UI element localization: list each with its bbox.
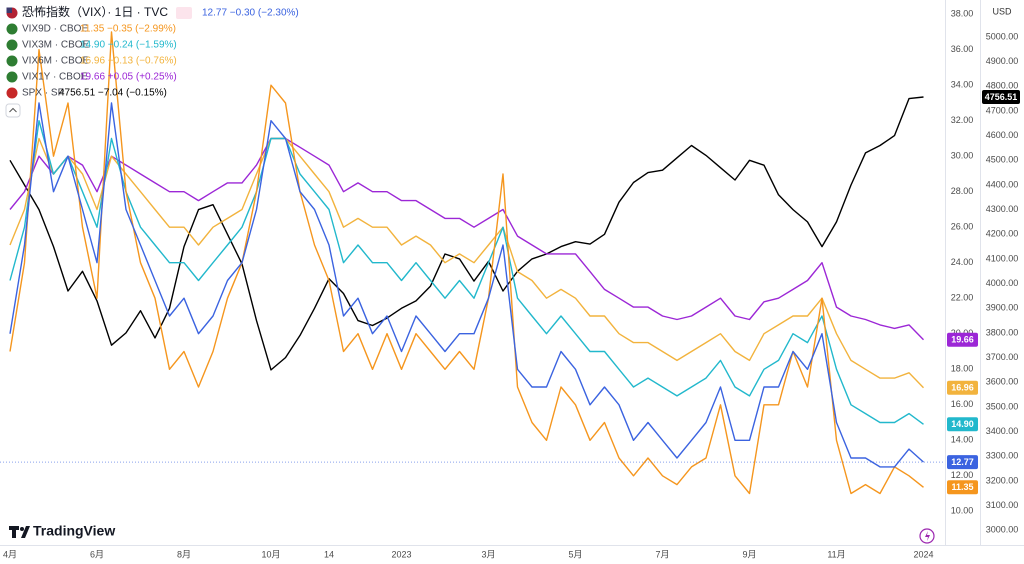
- last-value-label: 4756.51: [985, 92, 1018, 102]
- y2-tick-label: 4700.00: [986, 105, 1019, 115]
- y-tick-label: 30.00: [951, 151, 974, 161]
- last-value-label: 16.96: [951, 383, 974, 393]
- currency-label[interactable]: USD: [992, 6, 1012, 16]
- x-tick-label: 2024: [913, 549, 933, 559]
- y2-tick-label: 3000.00: [986, 525, 1019, 535]
- y-tick-label: 28.00: [951, 186, 974, 196]
- last-value-tag: [982, 90, 1020, 105]
- y2-tick-label: 3100.00: [986, 500, 1019, 510]
- x-tick-label: 3月: [481, 549, 495, 559]
- last-value-tag: [947, 480, 978, 495]
- y-tick-label: 14.00: [951, 435, 974, 445]
- legend-icon: [6, 23, 18, 35]
- x-tick-label: 14: [324, 549, 334, 559]
- legend-quote: 16.96 −0.13 (−0.76%): [80, 56, 177, 67]
- series-line: [9, 137, 925, 389]
- series-line: [9, 96, 924, 371]
- legend-name[interactable]: VIX1Y · CBOE: [22, 72, 88, 83]
- y-tick-label: 12.00: [951, 470, 974, 480]
- last-value-label: 12.77: [951, 457, 974, 467]
- y2-tick-label: 3600.00: [986, 377, 1019, 387]
- last-value-label: 19.66: [951, 335, 974, 345]
- legend-name[interactable]: 恐怖指数（VIX）· 1日 · TVC: [22, 4, 168, 19]
- y-tick-label: 26.00: [951, 222, 974, 232]
- y2-tick-label: 4000.00: [986, 278, 1019, 288]
- y2-tick-label: 4200.00: [986, 229, 1019, 239]
- x-tick-label: 11月: [827, 549, 845, 559]
- legend-name[interactable]: SPX · SP: [22, 88, 65, 99]
- legend-name[interactable]: VIX3M · CBOE: [22, 40, 90, 51]
- x-tick-label: 4月: [3, 549, 17, 559]
- x-tick-label: 8月: [177, 549, 191, 559]
- y-tick-label: 22.00: [951, 293, 974, 303]
- legend-name[interactable]: VIX6M · CBOE: [22, 56, 90, 67]
- legend-quote: 14.90 −0.24 (−1.59%): [80, 40, 177, 51]
- y2-tick-label: 5000.00: [986, 31, 1019, 41]
- series-line: [9, 31, 924, 495]
- y-tick-label: 16.00: [951, 399, 974, 409]
- legend-icon: [6, 71, 18, 83]
- y2-tick-label: 4100.00: [986, 253, 1019, 263]
- collapse-button[interactable]: [5, 103, 21, 118]
- series-line: [9, 137, 925, 341]
- legend-quote: 11.35 −0.35 (−2.99%): [80, 24, 176, 35]
- y-tick-label: 34.00: [951, 80, 974, 90]
- y2-tick-label: 3700.00: [986, 352, 1019, 362]
- last-value-tag: [947, 380, 978, 395]
- last-value-tag: [947, 417, 978, 432]
- y2-tick-label: 4300.00: [986, 204, 1019, 214]
- last-value-tag: [947, 455, 978, 470]
- y2-tick-label: 3400.00: [986, 426, 1019, 436]
- logo-dot: [20, 527, 24, 531]
- y-tick-label: 32.00: [951, 115, 974, 125]
- legend-quote: 19.66 +0.05 (+0.25%): [80, 72, 177, 83]
- last-value-label: 11.35: [951, 482, 973, 492]
- y2-tick-label: 3200.00: [986, 475, 1019, 485]
- y2-tick-label: 3300.00: [986, 451, 1019, 461]
- plot: [9, 31, 925, 495]
- x-tick-label: 2023: [391, 549, 411, 559]
- legend-icon: [6, 55, 18, 67]
- y-tick-label: 36.00: [951, 44, 974, 54]
- x-tick-label: 7月: [655, 549, 669, 559]
- series-line: [9, 102, 924, 468]
- y-tick-label: 38.00: [951, 9, 974, 19]
- x-tick-label: 10月: [261, 549, 280, 559]
- legend-button[interactable]: [176, 7, 192, 19]
- legend-quote: 4756.51 −7.04 (−0.15%): [59, 88, 167, 99]
- x-tick-label: 9月: [742, 549, 756, 559]
- x-tick-label: 5月: [568, 549, 582, 559]
- y2-tick-label: 3900.00: [986, 303, 1019, 313]
- legend-name[interactable]: VIX9D · CBOE: [22, 24, 88, 35]
- y2-tick-label: 4400.00: [986, 179, 1019, 189]
- y2-tick-label: 3500.00: [986, 401, 1019, 411]
- series-line: [9, 120, 924, 425]
- legend-icon: [6, 39, 18, 51]
- legend-icon: [6, 87, 18, 99]
- y-tick-label: 24.00: [951, 257, 974, 267]
- collapse-icon: [9, 107, 17, 113]
- logo-text: TradingView: [33, 523, 115, 539]
- y2-tick-label: 4800.00: [986, 81, 1019, 91]
- y-tick-label: 10.00: [951, 506, 974, 516]
- logo-mark: [9, 526, 30, 538]
- y-tick-label: 18.00: [951, 364, 974, 374]
- x-tick-label: 6月: [90, 549, 104, 559]
- alert-button[interactable]: [919, 528, 935, 544]
- y2-tick-label: 4600.00: [986, 130, 1019, 140]
- logo: TradingView: [9, 523, 115, 539]
- alert-icon: [925, 531, 930, 541]
- y2-tick-label: 4500.00: [986, 155, 1019, 165]
- last-value-tag: [947, 332, 978, 347]
- legend-icon: [6, 7, 12, 13]
- y2-tick-label: 4900.00: [986, 56, 1019, 66]
- last-value-label: 14.90: [951, 419, 974, 429]
- legend-quote: 12.77 −0.30 (−2.30%): [202, 8, 299, 19]
- y2-tick-label: 3800.00: [986, 327, 1019, 337]
